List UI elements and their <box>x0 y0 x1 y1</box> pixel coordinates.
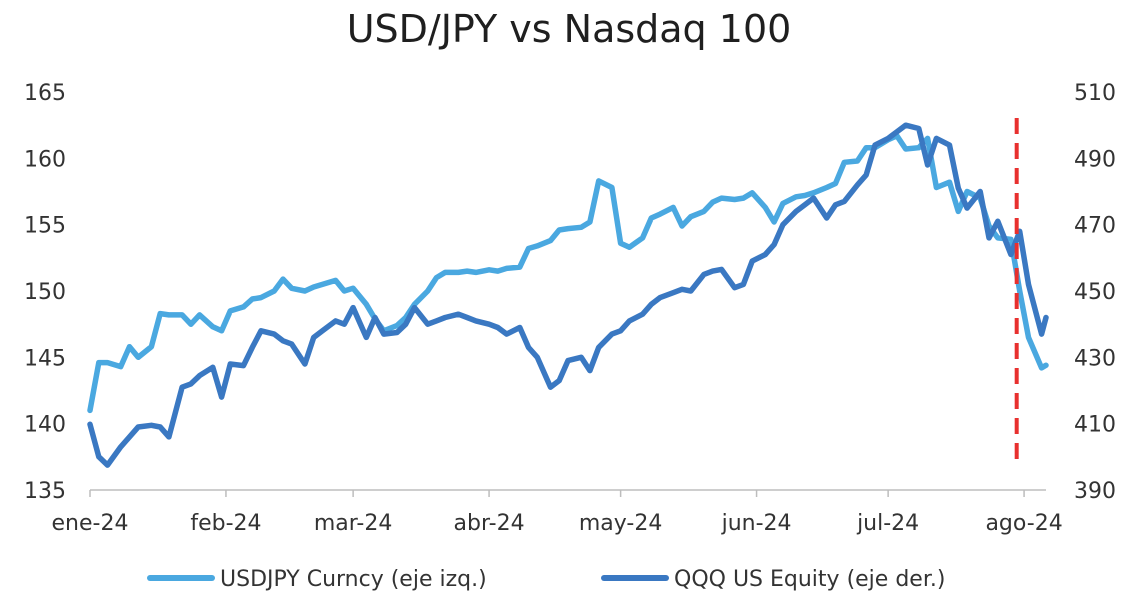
series-line-usdjpy <box>87 133 1049 414</box>
right-axis-tick-label: 410 <box>1074 413 1116 438</box>
right-axis-tick-label: 510 <box>1074 81 1116 106</box>
left-axis-ticks: 135 140 145 150 155 160 165 <box>24 81 66 504</box>
left-axis-tick-label: 135 <box>24 479 66 504</box>
left-axis-tick-label: 155 <box>24 214 66 239</box>
x-axis: ene-24 feb-24 mar-24 abr-24 may-24 jun-24 jul-… <box>52 489 1063 536</box>
right-axis-tick-label: 450 <box>1074 280 1116 305</box>
x-axis-tick-label: jun-24 <box>721 511 792 536</box>
right-axis-tick-label: 470 <box>1074 214 1116 239</box>
series-lines <box>87 122 1049 468</box>
legend-label: QQQ US Equity (eje der.) <box>674 567 945 592</box>
x-axis-tick-label: ene-24 <box>52 511 129 536</box>
right-axis-tick-label: 490 <box>1074 147 1116 172</box>
x-axis-tick-label: ago-24 <box>985 511 1062 536</box>
x-axis-tick-label: feb-24 <box>190 511 261 536</box>
series-line-qqq <box>87 122 1049 468</box>
left-axis-tick-label: 160 <box>24 147 66 172</box>
chart-title: USD/JPY vs Nasdaq 100 <box>347 7 792 51</box>
left-axis-tick-label: 165 <box>24 81 66 106</box>
left-axis-tick-label: 140 <box>24 413 66 438</box>
legend-label: USDJPY Curncy (eje izq.) <box>220 567 487 592</box>
right-axis-tick-label: 430 <box>1074 346 1116 371</box>
x-axis-tick-label: jul-24 <box>856 511 919 536</box>
legend: USDJPY Curncy (eje izq.) QQQ US Equity (e… <box>147 567 945 592</box>
x-axis-tick-label: mar-24 <box>314 511 392 536</box>
right-axis-ticks: 390 410 430 450 470 490 510 <box>1074 81 1116 504</box>
left-axis-tick-label: 150 <box>24 280 66 305</box>
right-axis-tick-label: 390 <box>1074 479 1116 504</box>
x-axis-tick-label: may-24 <box>579 511 662 536</box>
x-axis-tick-label: abr-24 <box>454 511 525 536</box>
left-axis-tick-label: 145 <box>24 346 66 371</box>
